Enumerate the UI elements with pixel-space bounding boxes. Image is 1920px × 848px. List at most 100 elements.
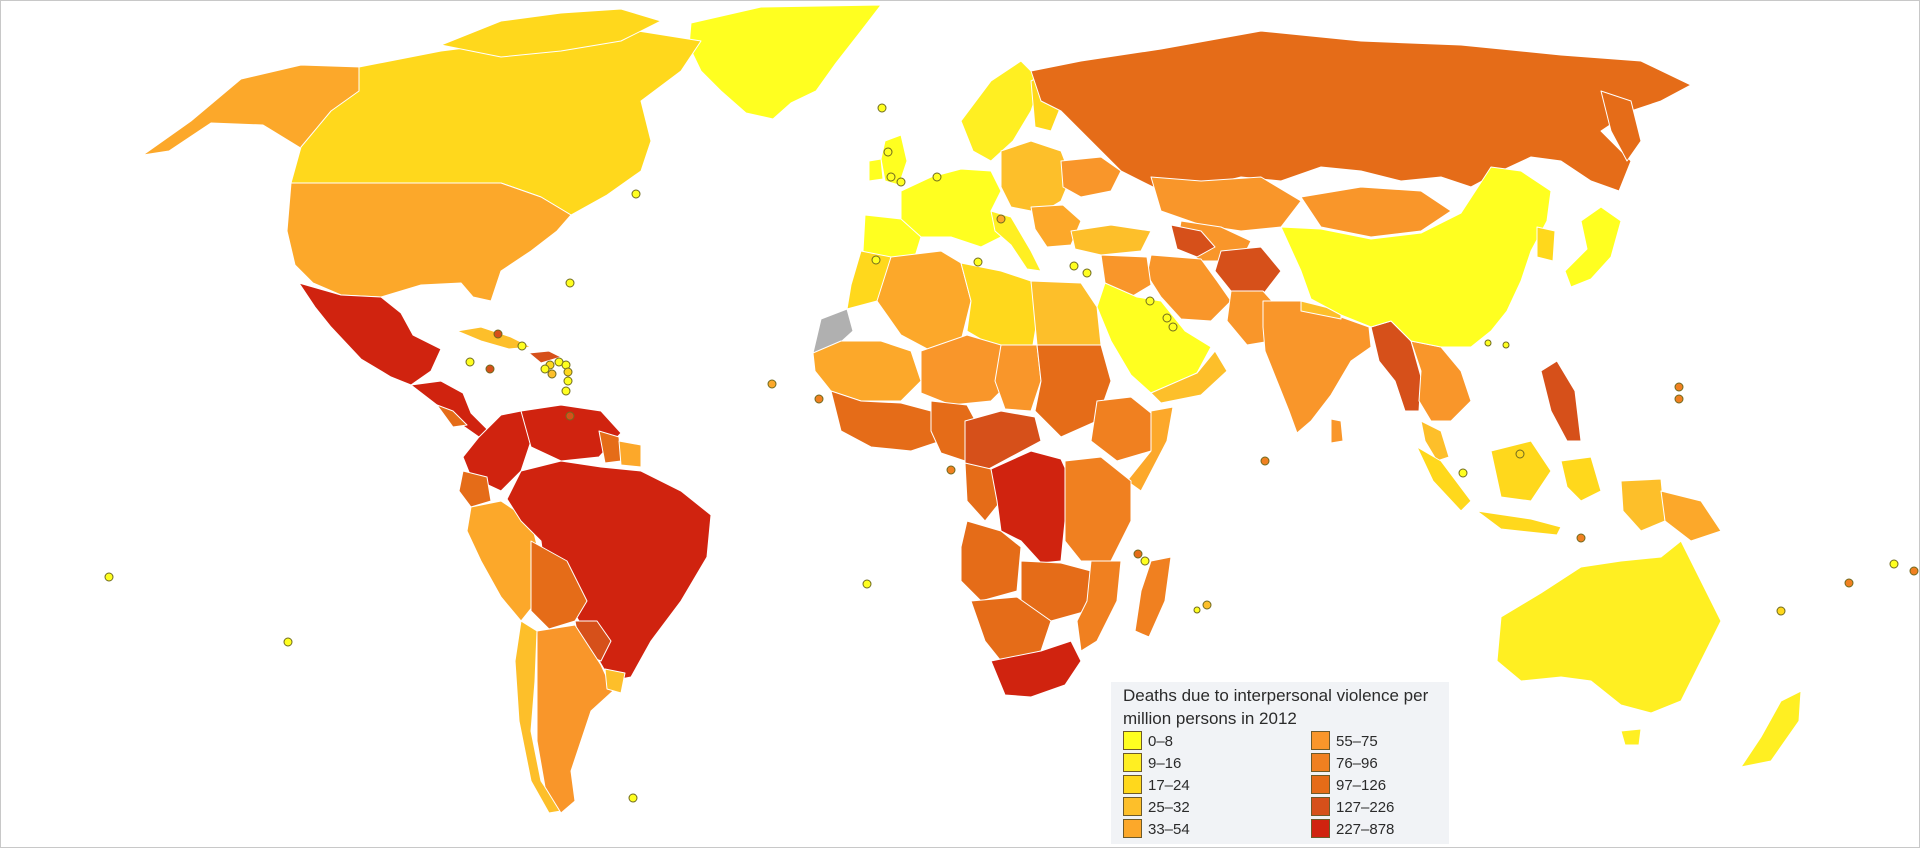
country-philippines[interactable] — [1540, 360, 1582, 442]
marker-gambia[interactable] — [814, 394, 824, 404]
marker-qatar[interactable] — [1162, 313, 1172, 323]
country-indonesia-sumatra[interactable] — [1416, 446, 1472, 512]
country-sudan[interactable] — [1034, 344, 1112, 438]
country-canada-islands[interactable] — [440, 8, 662, 58]
marker-tonga[interactable] — [1909, 566, 1919, 576]
country-malaysia[interactable] — [1420, 420, 1450, 462]
country-afghanistan[interactable] — [1214, 246, 1282, 298]
country-iran[interactable] — [1146, 254, 1232, 322]
marker-guam[interactable] — [1674, 382, 1684, 392]
marker-lebanon[interactable] — [1082, 268, 1092, 278]
country-kazakhstan[interactable] — [1150, 176, 1302, 232]
marker-cape-verde[interactable] — [767, 379, 777, 389]
marker-hong-kong[interactable] — [1484, 339, 1492, 347]
country-kamchatka[interactable] — [1600, 90, 1642, 162]
marker-faroe[interactable] — [883, 147, 893, 157]
country-mongolia[interactable] — [1300, 186, 1452, 238]
country-sri-lanka[interactable] — [1330, 418, 1344, 444]
marker-comoros[interactable] — [1133, 549, 1143, 559]
marker-montenegro[interactable] — [996, 214, 1006, 224]
country-east-africa[interactable] — [1064, 456, 1132, 562]
country-egypt[interactable] — [1030, 280, 1102, 346]
country-indonesia-borneo[interactable] — [1490, 440, 1552, 502]
country-tasmania[interactable] — [1620, 728, 1642, 746]
country-algeria[interactable] — [876, 250, 972, 352]
marker-maldives[interactable] — [1260, 456, 1270, 466]
marker-turks[interactable] — [517, 341, 527, 351]
marker-cyprus[interactable] — [1069, 261, 1079, 271]
marker-luxembourg[interactable] — [932, 172, 942, 182]
country-costa-rica[interactable] — [436, 404, 468, 428]
country-angola[interactable] — [960, 520, 1022, 602]
country-mozambique[interactable] — [1076, 560, 1122, 652]
country-balkans[interactable] — [1030, 204, 1082, 248]
country-new-zealand[interactable] — [1740, 690, 1802, 768]
country-norway-sweden[interactable] — [960, 60, 1042, 162]
country-bolivia[interactable] — [530, 540, 588, 630]
country-sahel-west[interactable] — [812, 340, 922, 402]
country-korea[interactable] — [1536, 226, 1556, 262]
country-dr-congo[interactable] — [990, 450, 1072, 564]
marker-gibraltar[interactable] — [871, 255, 881, 265]
country-chad[interactable] — [994, 344, 1042, 412]
marker-antilles-5[interactable] — [547, 369, 557, 379]
marker-antilles-6[interactable] — [540, 364, 550, 374]
country-mexico[interactable] — [298, 282, 442, 386]
country-brazil[interactable] — [506, 460, 712, 682]
country-papua[interactable] — [1620, 478, 1666, 532]
country-uruguay[interactable] — [604, 668, 626, 694]
country-australia[interactable] — [1496, 540, 1722, 714]
marker-jersey[interactable] — [896, 177, 906, 187]
country-russia[interactable] — [1030, 30, 1692, 192]
country-italy[interactable] — [990, 210, 1042, 272]
marker-iceland[interactable] — [877, 103, 887, 113]
marker-singapore[interactable] — [1458, 468, 1468, 478]
marker-polynesia[interactable] — [283, 637, 293, 647]
country-ireland[interactable] — [868, 158, 884, 182]
marker-st-pierre[interactable] — [631, 189, 641, 199]
marker-reunion[interactable] — [1193, 606, 1201, 614]
country-argentina[interactable] — [536, 624, 614, 814]
marker-channel[interactable] — [886, 172, 896, 182]
marker-bermuda[interactable] — [565, 278, 575, 288]
country-cuba[interactable] — [456, 326, 532, 350]
country-south-africa[interactable] — [990, 640, 1082, 698]
marker-timor[interactable] — [1576, 533, 1586, 543]
marker-seychelles[interactable] — [1140, 556, 1150, 566]
country-somalia[interactable] — [1126, 406, 1174, 492]
marker-hawaii[interactable] — [104, 572, 114, 582]
country-usa[interactable] — [286, 182, 572, 302]
marker-jamaica[interactable] — [485, 364, 495, 374]
marker-antilles-8[interactable] — [561, 386, 571, 396]
country-india[interactable] — [1262, 300, 1372, 434]
marker-falklands[interactable] — [628, 793, 638, 803]
country-yemen-oman[interactable] — [1150, 350, 1228, 404]
marker-cayman[interactable] — [465, 357, 475, 367]
marker-bahrain[interactable] — [1145, 296, 1155, 306]
marker-uae[interactable] — [1168, 322, 1178, 332]
marker-st-helena[interactable] — [862, 579, 872, 589]
country-indonesia-java[interactable] — [1476, 510, 1562, 536]
marker-micronesia[interactable] — [1674, 394, 1684, 404]
country-japan[interactable] — [1564, 206, 1622, 288]
country-ukraine[interactable] — [1060, 156, 1122, 198]
marker-macau[interactable] — [1502, 341, 1510, 349]
marker-trinidad[interactable] — [565, 411, 575, 421]
country-greenland[interactable] — [688, 4, 882, 120]
marker-fiji[interactable] — [1844, 578, 1854, 588]
marker-malta[interactable] — [973, 257, 983, 267]
marker-sao-tome[interactable] — [946, 465, 956, 475]
country-china[interactable] — [1280, 166, 1552, 348]
country-southeast-asia[interactable] — [1410, 340, 1472, 422]
marker-antilles-7[interactable] — [563, 376, 573, 386]
marker-bahamas[interactable] — [493, 329, 503, 339]
country-turkmenistan[interactable] — [1170, 224, 1216, 258]
country-eastern-europe[interactable] — [1000, 140, 1072, 214]
marker-samoa[interactable] — [1889, 559, 1899, 569]
country-gabon-congo[interactable] — [964, 462, 1002, 522]
country-indonesia-sulawesi[interactable] — [1560, 456, 1602, 502]
country-hispaniola[interactable] — [528, 350, 562, 364]
country-central-america[interactable] — [410, 380, 490, 438]
marker-antilles-4[interactable] — [563, 367, 573, 377]
country-turkey[interactable] — [1070, 224, 1152, 256]
